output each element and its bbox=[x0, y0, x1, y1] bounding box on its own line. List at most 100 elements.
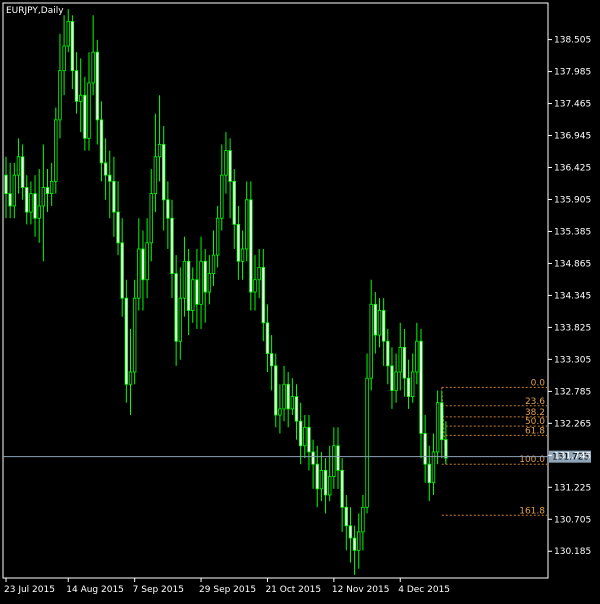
candle bbox=[394, 353, 398, 403]
y-tick-label: 136.945 bbox=[554, 132, 591, 142]
candle bbox=[253, 255, 257, 311]
fib-level-label: 23.6 bbox=[525, 397, 545, 407]
candle-body bbox=[157, 144, 162, 158]
candle bbox=[249, 181, 253, 311]
candle-body bbox=[137, 248, 141, 299]
candle-body bbox=[79, 94, 83, 102]
candle bbox=[174, 255, 178, 366]
candle bbox=[278, 384, 282, 434]
candle bbox=[199, 236, 203, 329]
candle-body bbox=[199, 260, 203, 305]
candle-body bbox=[311, 451, 315, 465]
candle bbox=[323, 458, 328, 514]
candle-body bbox=[406, 377, 411, 397]
candle-body bbox=[410, 371, 415, 397]
candle bbox=[415, 322, 419, 385]
candle-body bbox=[178, 297, 182, 342]
y-tick-label: 135.385 bbox=[554, 227, 591, 237]
candle-body bbox=[149, 193, 153, 244]
candle bbox=[220, 144, 224, 231]
candle-body bbox=[182, 260, 187, 299]
candle-body bbox=[211, 254, 216, 274]
candle bbox=[232, 169, 236, 249]
x-tick-label: 14 Aug 2015 bbox=[66, 585, 124, 595]
candle-body bbox=[224, 150, 228, 176]
candle-body bbox=[327, 476, 332, 496]
candle bbox=[99, 101, 104, 182]
candle bbox=[33, 175, 37, 237]
candle-body bbox=[398, 346, 402, 373]
candle bbox=[128, 328, 133, 416]
fibonacci-group: 0.0 23.638.250.061.8 100.0 161.8 bbox=[441, 378, 547, 516]
candle-body bbox=[4, 174, 8, 195]
candle-body bbox=[369, 303, 373, 379]
candle-body bbox=[66, 21, 70, 47]
candle bbox=[203, 248, 207, 323]
plot-frame bbox=[2, 2, 549, 579]
candle-body bbox=[99, 119, 104, 164]
candle bbox=[124, 279, 129, 403]
candle bbox=[166, 181, 170, 249]
candle bbox=[336, 427, 340, 489]
candle bbox=[8, 162, 12, 219]
x-axis: 23 Jul 2015 14 Aug 2015 7 Sep 2015 29 Sep 2… bbox=[4, 578, 450, 595]
x-tick-label: 7 Sep 2015 bbox=[133, 585, 184, 595]
candle bbox=[332, 427, 336, 489]
y-tick-label: 134.865 bbox=[554, 259, 591, 269]
candle bbox=[145, 218, 149, 299]
candle-body bbox=[402, 346, 407, 379]
candle-body bbox=[427, 463, 431, 484]
candle-body bbox=[186, 260, 191, 311]
candle bbox=[315, 445, 319, 508]
chart-title: EURJPY,Daily bbox=[6, 6, 64, 16]
current-price-group: 131.723 bbox=[3, 450, 591, 463]
candle bbox=[228, 138, 232, 219]
candle bbox=[195, 248, 199, 329]
candle-body bbox=[348, 525, 353, 539]
candle-body bbox=[95, 51, 99, 121]
candle bbox=[20, 144, 25, 200]
candle-body bbox=[340, 469, 344, 508]
candle-body bbox=[265, 322, 270, 354]
candle-body bbox=[440, 402, 444, 441]
candle-body bbox=[269, 353, 274, 367]
candle bbox=[120, 218, 124, 317]
candle bbox=[112, 156, 116, 237]
candle bbox=[45, 169, 50, 213]
candle bbox=[398, 322, 402, 391]
candles-group bbox=[4, 9, 448, 575]
x-tick-label: 4 Dec 2015 bbox=[398, 585, 450, 595]
candle bbox=[303, 415, 307, 459]
candle bbox=[402, 328, 407, 397]
fib-level-label: 61.8 bbox=[525, 426, 545, 436]
candle bbox=[153, 113, 158, 213]
candle-body bbox=[16, 156, 21, 176]
candle-body bbox=[361, 506, 365, 533]
candle bbox=[377, 298, 382, 348]
candle bbox=[286, 371, 290, 428]
candle-body bbox=[332, 445, 336, 477]
candle-body bbox=[174, 273, 178, 342]
candle bbox=[58, 33, 62, 139]
candle bbox=[186, 248, 191, 336]
candle bbox=[149, 169, 153, 262]
candle bbox=[66, 9, 70, 53]
x-tick-label: 12 Nov 2015 bbox=[332, 585, 390, 595]
candle-body bbox=[170, 217, 174, 274]
candle-body bbox=[203, 260, 207, 293]
candle bbox=[79, 58, 83, 133]
candle bbox=[269, 335, 274, 391]
candle bbox=[431, 433, 436, 495]
candle bbox=[141, 230, 145, 311]
y-tick-label: 131.745 bbox=[554, 451, 591, 461]
candle-body bbox=[108, 174, 112, 182]
candle bbox=[157, 95, 162, 182]
y-tick-label: 137.985 bbox=[554, 68, 591, 78]
candle-body bbox=[423, 433, 427, 465]
candle bbox=[265, 304, 270, 372]
candle bbox=[29, 181, 33, 225]
fib-level-label: 50.0 bbox=[525, 417, 545, 427]
candle bbox=[369, 279, 373, 391]
